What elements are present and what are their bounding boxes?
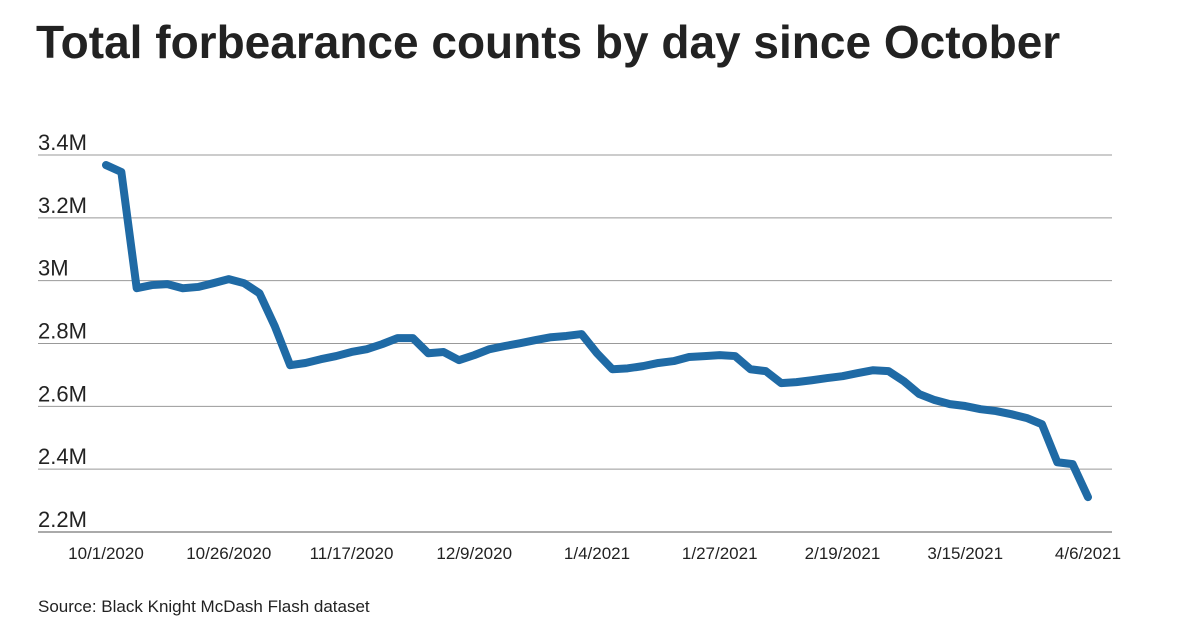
y-tick-label: 2.6M bbox=[38, 381, 87, 406]
y-tick-label: 2.8M bbox=[38, 319, 87, 344]
y-tick-label: 3.2M bbox=[38, 193, 87, 218]
y-tick-label: 3.4M bbox=[38, 130, 87, 155]
x-tick-label: 3/15/2021 bbox=[927, 544, 1003, 563]
x-tick-label: 1/4/2021 bbox=[564, 544, 630, 563]
chart-title: Total forbearance counts by day since Oc… bbox=[36, 16, 1060, 68]
x-tick-label: 2/19/2021 bbox=[805, 544, 881, 563]
x-tick-label: 1/27/2021 bbox=[682, 544, 758, 563]
x-tick-label: 10/1/2020 bbox=[68, 544, 144, 563]
y-tick-label: 2.4M bbox=[38, 444, 87, 469]
x-tick-label: 11/17/2020 bbox=[310, 544, 394, 563]
source-note: Source: Black Knight McDash Flash datase… bbox=[38, 597, 370, 616]
y-tick-label: 3M bbox=[38, 256, 69, 281]
y-tick-label: 2.2M bbox=[38, 507, 87, 532]
data-line bbox=[102, 161, 1092, 502]
x-tick-label: 12/9/2020 bbox=[436, 544, 512, 563]
x-tick-label: 4/6/2021 bbox=[1055, 544, 1121, 563]
x-tick-label: 10/26/2020 bbox=[186, 544, 271, 563]
